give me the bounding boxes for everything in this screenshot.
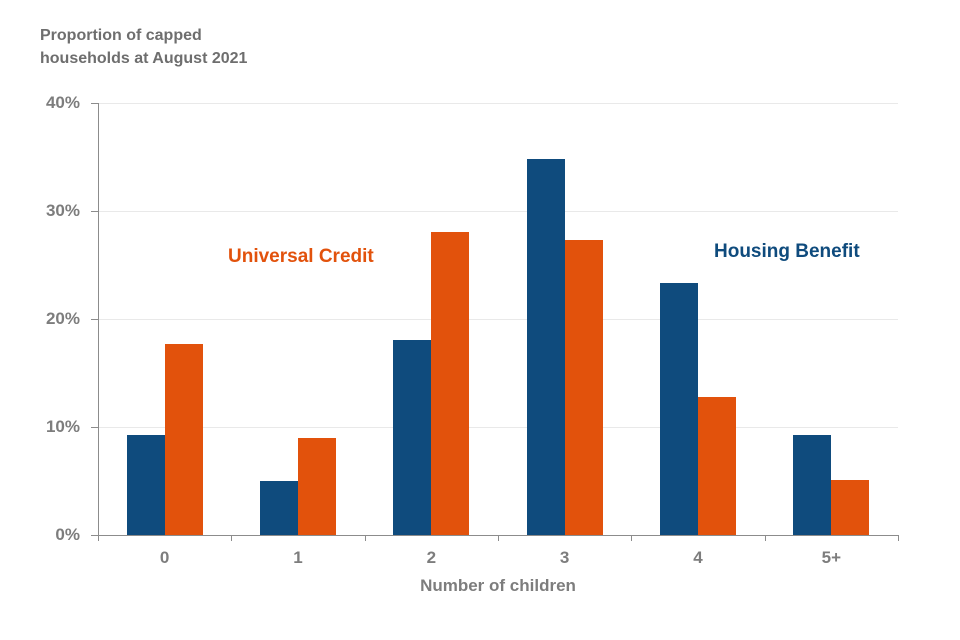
y-axis-tick [91,534,98,536]
x-axis-line [98,535,899,536]
y-axis-tick-label: 30% [45,201,80,220]
gridline-10% [98,426,898,428]
bar-housing-benefit-0 [126,434,165,535]
x-axis-label-2: 2 [426,548,437,567]
bar-housing-benefit-4 [660,283,698,535]
y-axis-tick [91,210,98,212]
bar-universal-credit-2 [431,231,470,535]
bar-universal-credit-1 [298,437,336,535]
x-axis-tick [631,535,633,541]
chart-title-line-2: households at August 2021 [40,50,248,67]
x-axis-title: Number of children [420,576,576,595]
x-axis-tick [898,535,899,541]
x-axis-label-3: 3 [559,548,570,567]
x-axis-tick [364,535,366,541]
chart-title: Proportion of capped households at Augus… [40,24,247,70]
x-axis-tick [764,535,766,541]
bar-universal-credit-4 [698,396,736,535]
x-axis-label-4: 4 [693,548,703,567]
bar-housing-benefit-1 [260,481,298,535]
bar-universal-credit-3 [564,240,603,535]
x-axis-tick [98,535,99,541]
bar-universal-credit-5+ [831,479,870,535]
y-axis-tick [91,102,98,104]
y-axis-tick-label: 0% [55,525,80,544]
chart-title-line-1: Proportion of capped [40,27,202,44]
gridline-40% [98,102,898,104]
x-axis-tick [498,535,499,541]
y-axis-tick [91,318,98,320]
bar-housing-benefit-5+ [793,434,832,535]
y-axis-line [98,103,99,535]
gridline-20% [98,318,898,320]
y-axis-tick-label: 20% [45,309,80,328]
x-axis-tick [231,535,233,541]
y-axis-tick [91,426,98,428]
gridline-30% [98,210,898,212]
series-label-universal-credit: Universal Credit [228,246,374,267]
bar-universal-credit-0 [164,343,203,535]
x-axis-label-0: 0 [159,548,170,567]
bar-housing-benefit-3 [526,159,565,535]
y-axis-tick-label: 10% [45,417,80,436]
bar-housing-benefit-2 [393,339,432,535]
y-axis-tick-label: 40% [45,93,80,112]
x-axis-label-1: 1 [293,548,303,567]
x-axis-label-5+: 5+ [821,548,842,567]
series-label-housing-benefit: Housing Benefit [714,241,860,262]
